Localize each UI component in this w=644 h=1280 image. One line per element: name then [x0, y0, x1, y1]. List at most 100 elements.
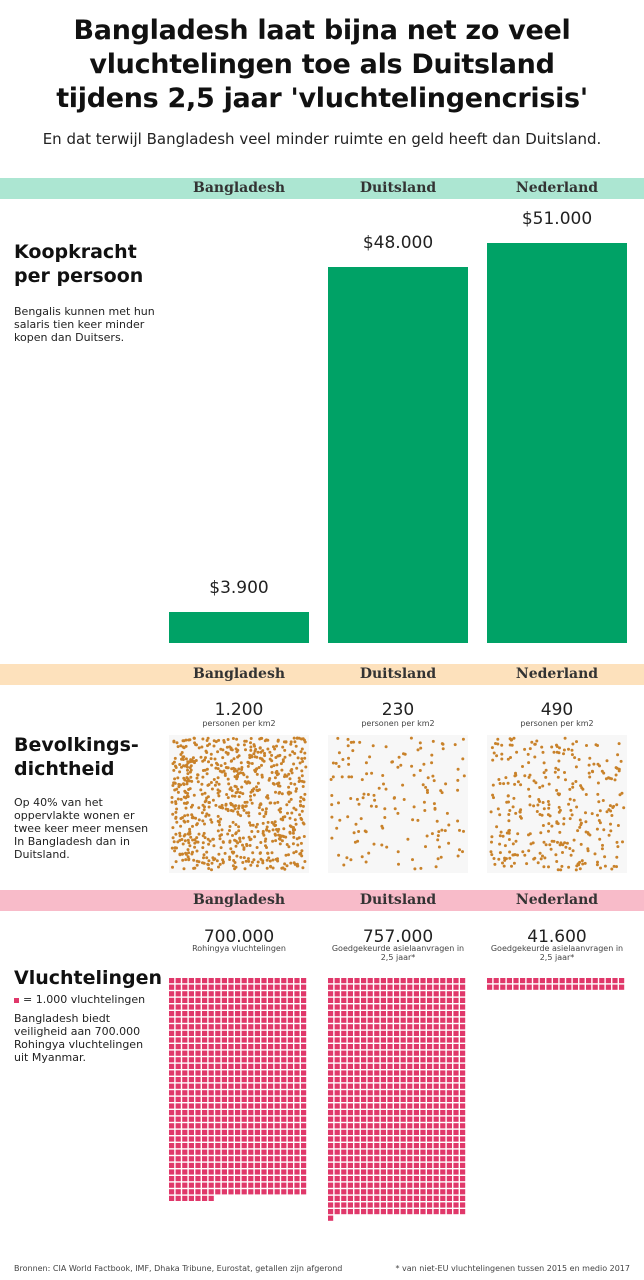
refugee-square: [407, 1096, 413, 1102]
refugee-square: [208, 1149, 214, 1155]
refugee-square: [294, 1136, 300, 1142]
refugee-square: [182, 1189, 188, 1195]
density-dot: [567, 802, 571, 806]
refugee-square: [235, 1030, 241, 1036]
density-dot: [416, 748, 420, 752]
density-dot: [171, 762, 175, 766]
density-dot: [207, 783, 211, 787]
refugee-square: [453, 1050, 459, 1056]
density-dot: [206, 736, 210, 740]
density-dot: [274, 790, 277, 794]
refugee-square: [294, 1110, 300, 1116]
refugee-square: [361, 1149, 367, 1155]
refugee-square: [367, 1011, 373, 1017]
density-dot: [231, 737, 235, 740]
density-dot: [364, 761, 368, 765]
refugee-square: [407, 1077, 413, 1083]
density-dot: [182, 782, 185, 786]
refugee-square: [387, 1182, 393, 1188]
density-dot: [461, 737, 465, 741]
refugee-square: [619, 984, 625, 990]
density-dot: [303, 740, 307, 744]
density-dot: [362, 792, 366, 796]
refugee-square: [526, 984, 532, 990]
refugee-square: [328, 1096, 334, 1102]
bar-bangladesh: [169, 612, 309, 643]
refugee-square: [433, 1011, 439, 1017]
refugee-square: [281, 1063, 287, 1069]
density-dot: [441, 742, 445, 746]
refugee-square: [413, 1050, 419, 1056]
refugee-square: [420, 1096, 426, 1102]
refugee-square: [394, 997, 400, 1003]
density-dot: [341, 758, 345, 761]
refugee-square: [241, 1017, 247, 1023]
refugee-square: [367, 1162, 373, 1168]
refugee-square: [400, 1149, 406, 1155]
column-header-duitsland: Duitsland: [359, 892, 437, 908]
refugee-square: [268, 1110, 274, 1116]
refugee-square: [433, 1077, 439, 1083]
refugee-square: [175, 1024, 181, 1030]
column-header-nederland: Nederland: [515, 180, 599, 196]
refugee-square: [433, 1143, 439, 1149]
refugee-square: [361, 1156, 367, 1162]
density-dot: [584, 793, 588, 796]
refugee-square: [248, 1189, 254, 1195]
refugee-square: [215, 1143, 221, 1149]
refugee-square: [440, 1044, 446, 1050]
refugee-square: [188, 1063, 194, 1069]
refugee-square: [221, 997, 227, 1003]
refugee-square: [268, 1129, 274, 1135]
density-dot: [231, 820, 235, 824]
density-dot: [276, 738, 280, 742]
density-dot: [490, 853, 494, 857]
density-dot: [269, 864, 272, 868]
refugee-square: [440, 1202, 446, 1208]
waffle-nederland: [487, 978, 625, 990]
density-dot: [370, 771, 374, 775]
density-dot: [265, 825, 269, 829]
refugee-square: [235, 1149, 241, 1155]
density-dot: [182, 819, 186, 823]
density-unit-bangladesh: personen per km2: [202, 719, 276, 728]
refugee-square: [169, 1176, 175, 1182]
refugee-square: [453, 991, 459, 997]
column-header-duitsland: Duitsland: [359, 666, 437, 682]
density-dot: [557, 805, 561, 809]
refugee-square: [221, 1189, 227, 1195]
refugee-square: [254, 1136, 260, 1142]
density-dot: [201, 841, 205, 845]
density-dot: [202, 808, 206, 812]
density-dot: [352, 831, 356, 835]
refugee-square: [328, 1050, 334, 1056]
density-dot: [430, 761, 434, 765]
refugee-square: [328, 1209, 334, 1215]
column-header-bangladesh: Bangladesh: [192, 892, 286, 908]
density-dot: [235, 854, 239, 858]
refugee-square: [380, 991, 386, 997]
refugee-square: [182, 997, 188, 1003]
density-dot: [590, 812, 594, 816]
refugee-square: [328, 978, 334, 984]
refugee-square: [407, 1129, 413, 1135]
density-dot: [212, 778, 216, 781]
refugee-square: [460, 1176, 466, 1182]
refugee-square: [354, 1037, 360, 1043]
density-dot: [238, 840, 242, 843]
density-dot: [231, 834, 234, 837]
density-dot: [255, 822, 259, 826]
density-dot: [232, 766, 235, 770]
density-dot: [278, 842, 282, 846]
density-dot: [284, 853, 288, 857]
bar-duitsland: [328, 267, 468, 643]
density-dot: [299, 737, 303, 741]
refugee-square: [294, 1176, 300, 1182]
density-dot: [604, 777, 608, 781]
density-dot: [611, 806, 615, 809]
refugee-square: [202, 1162, 208, 1168]
density-dot: [226, 752, 230, 756]
density-dot: [276, 800, 280, 804]
density-dot: [393, 807, 397, 811]
refugee-square: [394, 1156, 400, 1162]
